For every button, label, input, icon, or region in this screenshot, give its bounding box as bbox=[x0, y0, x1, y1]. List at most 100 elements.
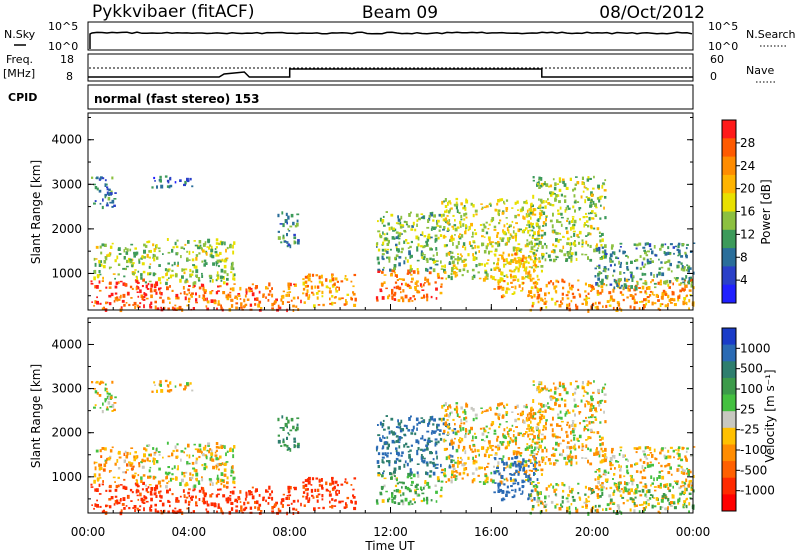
power-cell bbox=[531, 229, 534, 232]
velocity-cell bbox=[403, 433, 406, 436]
power-cell bbox=[167, 262, 170, 265]
power-cell bbox=[377, 220, 379, 223]
power-cell bbox=[548, 185, 551, 188]
velocity-cell bbox=[388, 430, 391, 435]
velocity-cell bbox=[119, 484, 123, 486]
velocity-cell bbox=[585, 424, 589, 427]
velocity-cell bbox=[503, 406, 506, 409]
velocity-cell bbox=[417, 447, 420, 451]
velocity-cell bbox=[595, 410, 598, 413]
velocity-cell bbox=[491, 479, 495, 484]
power-cell bbox=[525, 271, 527, 275]
velocity-cell bbox=[288, 496, 290, 500]
velocity-cell bbox=[120, 498, 122, 502]
power-cell bbox=[599, 239, 602, 243]
velocity-cell bbox=[136, 494, 139, 497]
power-cell bbox=[544, 302, 547, 305]
power-cell bbox=[152, 272, 156, 277]
power-cell bbox=[529, 229, 532, 232]
velocity-cell bbox=[532, 380, 535, 383]
velocity-cell bbox=[414, 489, 417, 493]
x-tick-label: 12:00 bbox=[373, 525, 408, 539]
velocity-cell bbox=[640, 503, 644, 506]
power-cell bbox=[167, 180, 170, 184]
velocity-cell bbox=[94, 404, 97, 407]
power-cell bbox=[271, 302, 274, 307]
velocity-cell bbox=[472, 459, 476, 462]
velocity-cell bbox=[417, 440, 420, 445]
power-cell bbox=[232, 273, 235, 278]
power-cell bbox=[412, 270, 416, 274]
power-cell bbox=[410, 240, 413, 244]
velocity-cell bbox=[651, 504, 654, 509]
velocity-cell bbox=[129, 463, 133, 467]
power-cell bbox=[515, 266, 518, 270]
freq-tick-high: 18 bbox=[60, 53, 74, 66]
velocity-cell bbox=[598, 504, 601, 508]
power-cell bbox=[117, 298, 121, 301]
power-cell bbox=[131, 265, 133, 268]
power-cell bbox=[563, 195, 567, 198]
power-cell bbox=[530, 266, 534, 269]
velocity-cell bbox=[271, 490, 273, 494]
velocity-cell bbox=[603, 387, 606, 390]
power-cell bbox=[692, 271, 695, 275]
velocity-cell bbox=[121, 503, 125, 506]
power-cell bbox=[384, 237, 388, 241]
power-cell bbox=[470, 202, 473, 206]
velocity-cell bbox=[599, 443, 602, 447]
velocity-cell bbox=[520, 461, 522, 465]
power-cell bbox=[495, 266, 499, 270]
velocity-cell bbox=[166, 475, 168, 480]
power-cell bbox=[540, 214, 543, 217]
power-cell bbox=[552, 191, 555, 196]
power-cell bbox=[90, 280, 93, 283]
velocity-cell bbox=[430, 431, 433, 435]
velocity-cell bbox=[689, 479, 692, 483]
power-cell bbox=[646, 262, 650, 265]
velocity-cell bbox=[308, 476, 311, 481]
power-cell bbox=[664, 252, 668, 256]
power-cell bbox=[541, 210, 544, 214]
power-cell bbox=[182, 286, 185, 290]
velocity-cell bbox=[390, 417, 394, 421]
power-cell bbox=[647, 286, 651, 290]
power-cell bbox=[139, 289, 142, 294]
power-cell bbox=[442, 213, 445, 217]
velocity-cell bbox=[462, 463, 465, 467]
power-cell bbox=[117, 263, 121, 266]
velocity-cell bbox=[231, 465, 234, 469]
power-cell bbox=[657, 307, 660, 310]
power-cell bbox=[552, 282, 555, 286]
power-cell bbox=[574, 209, 576, 213]
velocity-cell bbox=[558, 442, 562, 445]
y-tick-label: 4000 bbox=[51, 337, 82, 351]
velocity-cell bbox=[483, 410, 487, 413]
power-cell bbox=[209, 280, 212, 283]
power-cell bbox=[302, 281, 305, 286]
velocity-cell bbox=[156, 510, 160, 513]
power-cell bbox=[558, 232, 561, 235]
velocity-cell bbox=[444, 468, 446, 472]
power-cell bbox=[203, 259, 207, 263]
velocity-cell bbox=[108, 505, 112, 509]
velocity-cell bbox=[530, 469, 534, 472]
power-cell bbox=[435, 287, 438, 291]
power-cell bbox=[338, 286, 340, 291]
velocity-cell bbox=[568, 411, 571, 414]
power-cell bbox=[423, 245, 426, 248]
power-cell bbox=[688, 277, 691, 281]
power-cell bbox=[613, 269, 616, 273]
velocity-cell bbox=[175, 499, 178, 503]
power-cell bbox=[566, 217, 569, 220]
velocity-cell bbox=[560, 397, 563, 401]
velocity-cell bbox=[195, 472, 199, 477]
power-cell bbox=[140, 273, 143, 277]
velocity-cell bbox=[619, 449, 622, 452]
velocity-cell bbox=[404, 460, 407, 464]
power-cell bbox=[561, 302, 564, 305]
velocity-cell bbox=[693, 446, 696, 448]
power-cell bbox=[538, 186, 541, 189]
velocity-cell bbox=[643, 501, 646, 505]
